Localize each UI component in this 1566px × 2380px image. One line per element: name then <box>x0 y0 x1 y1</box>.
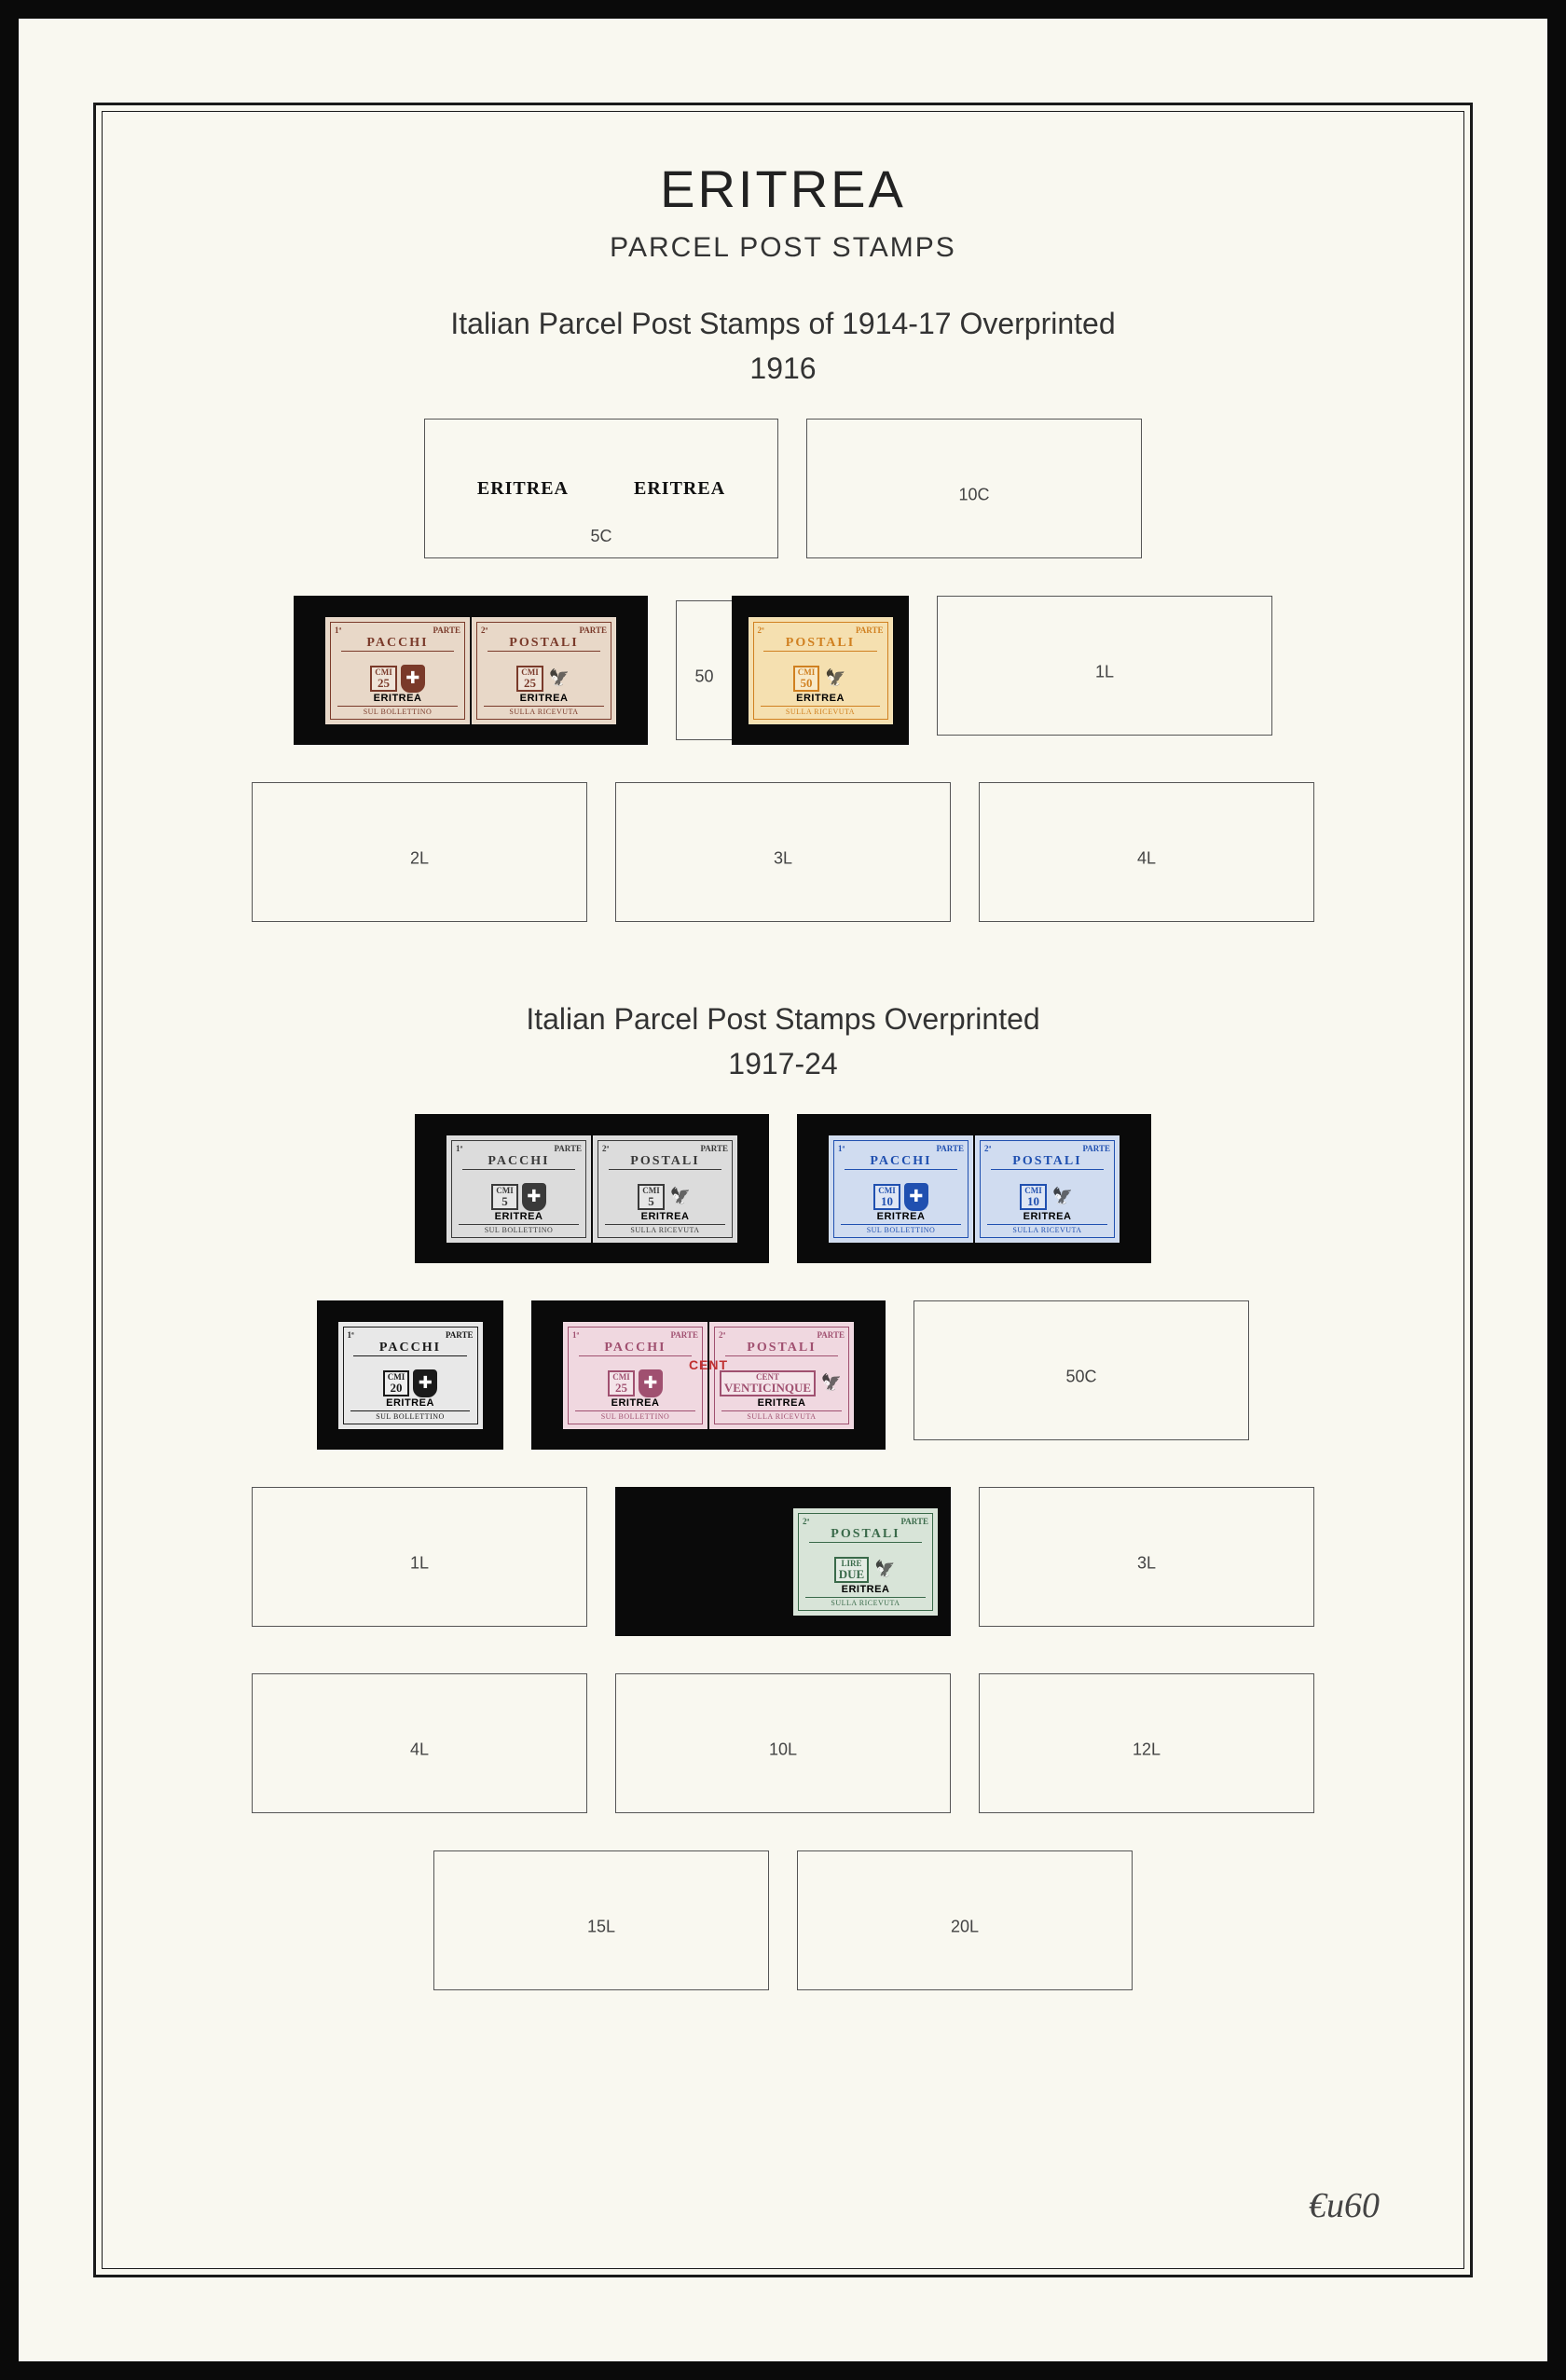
stamp-right-half: 2ªPARTE POSTALI CMI50 ERITREA SULLA RICE… <box>749 617 893 724</box>
outer-frame: ERITREA PARCEL POST STAMPS Italian Parce… <box>93 103 1473 2277</box>
empty-slot: 1L <box>252 1487 587 1627</box>
stamp-left-half: 1ªPARTE PACCHI CMI20 ERITREA SUL BOLLETT… <box>338 1322 483 1429</box>
empty-slot: 1L <box>937 596 1272 736</box>
stamp-mount: 1ªPARTE PACCHI CMI25 ERITREA SUL BOLLETT… <box>294 596 648 745</box>
slot-row: 1ªPARTE PACCHI CMI20 ERITREA SUL BOLLETT… <box>158 1300 1408 1450</box>
stamp-right-half: 2ªPARTE POSTALI LIREDUE ERITREA SULLA RI… <box>793 1508 938 1616</box>
partial-slot: 50 <box>676 600 732 740</box>
stamp-mount: 1ªPARTE PACCHI CMI25 ERITREA SUL BOLLETT… <box>531 1300 886 1450</box>
sections-root: Italian Parcel Post Stamps of 1914-17 Ov… <box>158 301 1408 1990</box>
slot-row: 15L 20L <box>158 1850 1408 1990</box>
stamp-right-half: 2ªPARTE POSTALI CMI5 ERITREA SULLA RICEV… <box>593 1135 737 1243</box>
empty-slot: 15L <box>433 1850 769 1990</box>
title-block: ERITREA PARCEL POST STAMPS <box>158 158 1408 264</box>
empty-slot: 3L <box>615 782 951 922</box>
denomination-label: 50 <box>694 667 713 687</box>
denomination-label: 4L <box>1137 849 1156 869</box>
stamp-left-half: 1ªPARTE PACCHI CMI5 ERITREA SUL BOLLETTI… <box>446 1135 591 1243</box>
stamp-mount: 1ªPARTE PACCHI CMI5 ERITREA SUL BOLLETTI… <box>415 1114 769 1263</box>
empty-slot: 4L <box>979 782 1314 922</box>
stamp-left-half: 1ªPARTE PACCHI CMI25 ERITREA SUL BOLLETT… <box>325 617 470 724</box>
empty-slot: 10C <box>806 419 1142 558</box>
denomination-label: 20L <box>951 1918 979 1937</box>
slot-row: 2L 3L 4L <box>158 782 1408 922</box>
denomination-label: 2L <box>410 849 429 869</box>
inner-frame: ERITREA PARCEL POST STAMPS Italian Parce… <box>102 111 1464 2269</box>
section-title-line1: Italian Parcel Post Stamps Overprinted <box>158 997 1408 1041</box>
section-heading: Italian Parcel Post Stamps Overprinted 1… <box>158 997 1408 1086</box>
slot-row: 1ªPARTE PACCHI CMI25 ERITREA SUL BOLLETT… <box>158 596 1408 745</box>
denomination-label: 3L <box>774 849 792 869</box>
stamp-mount: 2ªPARTE POSTALI CMI50 ERITREA SULLA RICE… <box>732 596 909 745</box>
category-subtitle: PARCEL POST STAMPS <box>158 232 1408 264</box>
section-heading: Italian Parcel Post Stamps of 1914-17 Ov… <box>158 301 1408 391</box>
empty-slot: 20L <box>797 1850 1133 1990</box>
album-page: ERITREA PARCEL POST STAMPS Italian Parce… <box>19 19 1547 2361</box>
empty-slot: 12L <box>979 1673 1314 1813</box>
denomination-label: 3L <box>1137 1554 1156 1574</box>
overprint-example: ERITREA ERITREA <box>477 478 725 500</box>
country-title: ERITREA <box>158 158 1408 219</box>
stamp-mount: 2ªPARTE POSTALI LIREDUE ERITREA SULLA RI… <box>615 1487 951 1636</box>
denomination-label: 50C <box>1065 1368 1096 1387</box>
handwritten-price-note: €u60 <box>1309 2185 1380 2226</box>
denomination-label: 1L <box>410 1554 429 1574</box>
empty-slot: 4L <box>252 1673 587 1813</box>
overprint-example-slot: ERITREA ERITREA 5C <box>424 419 778 558</box>
stamp-right-half: 2ªPARTE POSTALI CENTVENTICINQUE ERITREA … <box>709 1322 854 1429</box>
section-title-line1: Italian Parcel Post Stamps of 1914-17 Ov… <box>158 301 1408 346</box>
stamp-left-half: 1ªPARTE PACCHI CMI25 ERITREA SUL BOLLETT… <box>563 1322 707 1429</box>
overprint-text: ERITREA <box>634 478 725 500</box>
stamp-mount: 1ªPARTE PACCHI CMI10 ERITREA SUL BOLLETT… <box>797 1114 1151 1263</box>
section-title-line2: 1917-24 <box>158 1041 1408 1086</box>
denomination-label: 15L <box>587 1918 615 1937</box>
stamp-mount: 1ªPARTE PACCHI CMI20 ERITREA SUL BOLLETT… <box>317 1300 503 1450</box>
slot-row: 1L 2ªPARTE POSTALI LIREDUE ERITREA SULLA… <box>158 1487 1408 1636</box>
empty-slot: 2L <box>252 782 587 922</box>
denomination-label: 5C <box>590 527 611 546</box>
stamp-right-half: 2ªPARTE POSTALI CMI25 ERITREA SULLA RICE… <box>472 617 616 724</box>
denomination-label: 10L <box>769 1740 797 1760</box>
empty-slot: 3L <box>979 1487 1314 1627</box>
overprint-text: ERITREA <box>477 478 569 500</box>
empty-slot: 50C <box>914 1300 1249 1440</box>
slot-row: 4L 10L 12L <box>158 1673 1408 1813</box>
denomination-label: 1L <box>1095 663 1114 682</box>
stamp-right-half: 2ªPARTE POSTALI CMI10 ERITREA SULLA RICE… <box>975 1135 1120 1243</box>
stamp-left-half: 1ªPARTE PACCHI CMI10 ERITREA SUL BOLLETT… <box>829 1135 973 1243</box>
section-title-line2: 1916 <box>158 346 1408 391</box>
denomination-label: 4L <box>410 1740 429 1760</box>
slot-row: 1ªPARTE PACCHI CMI5 ERITREA SUL BOLLETTI… <box>158 1114 1408 1263</box>
cent-overprint: CENT <box>689 1357 728 1372</box>
denomination-label: 10C <box>958 486 989 505</box>
slot-row: ERITREA ERITREA 5C 10C <box>158 419 1408 558</box>
denomination-label: 12L <box>1133 1740 1161 1760</box>
empty-slot: 10L <box>615 1673 951 1813</box>
